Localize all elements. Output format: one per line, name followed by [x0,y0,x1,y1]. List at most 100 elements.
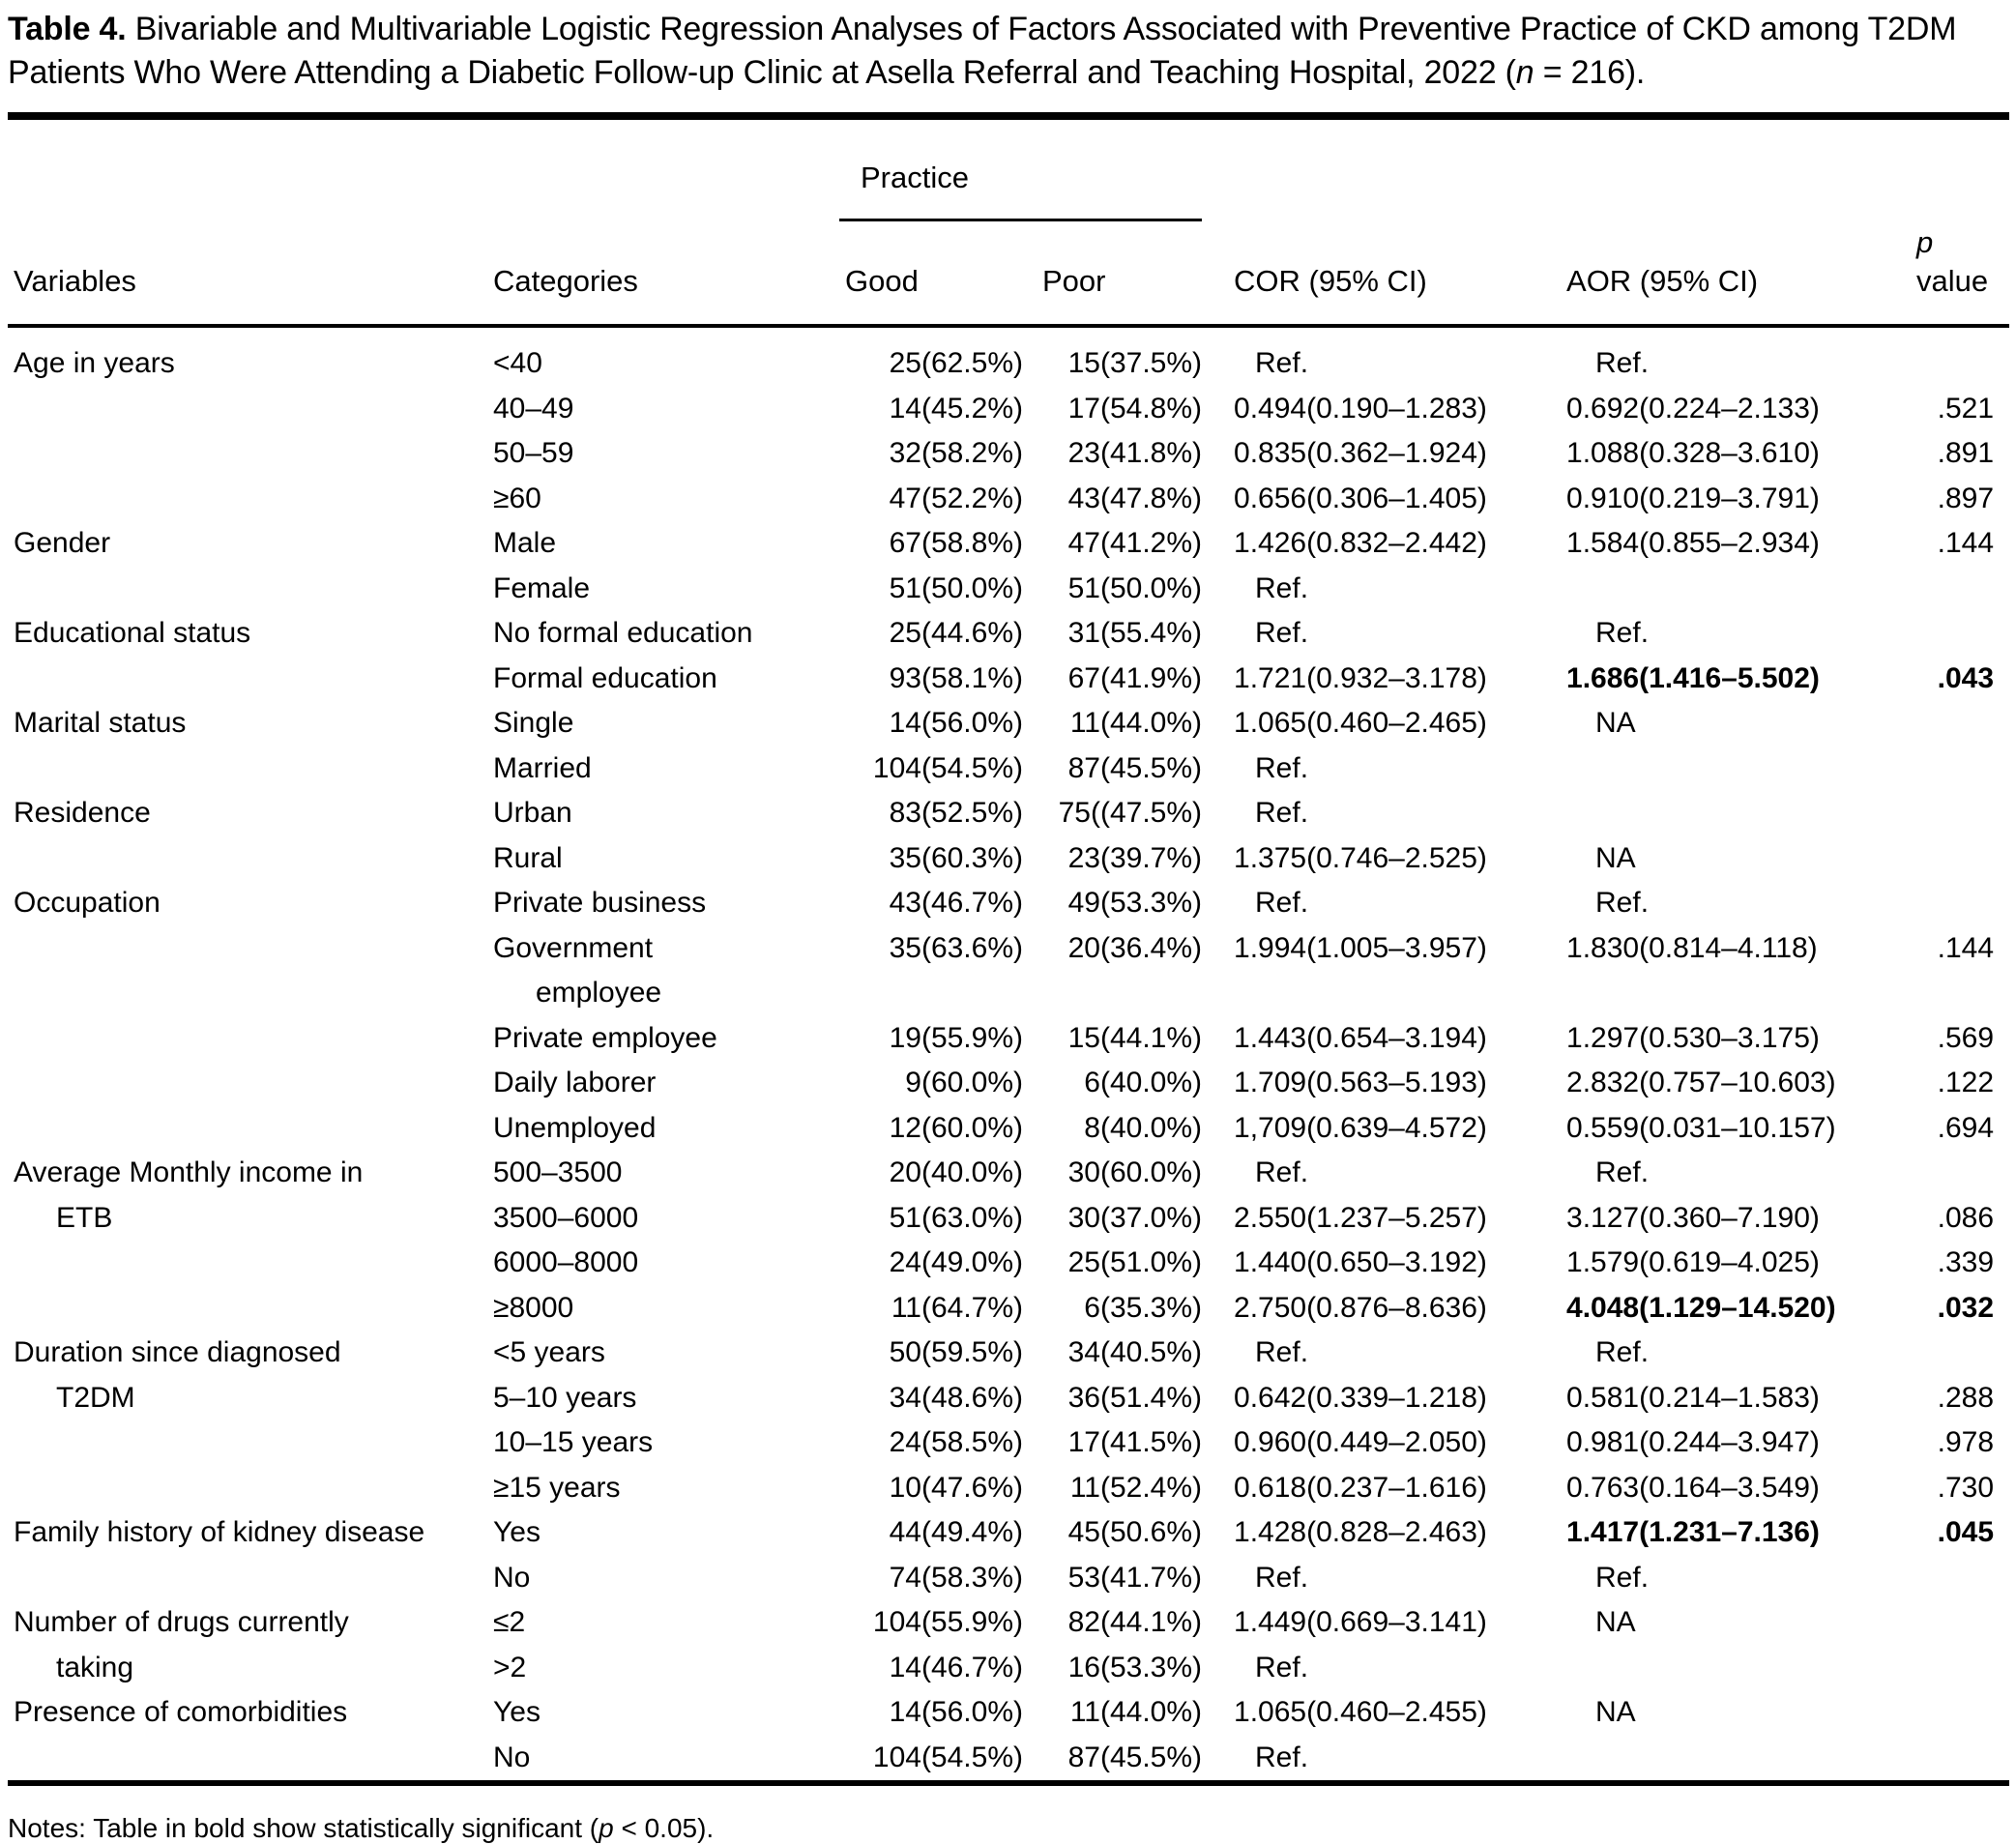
cell-aor: 0.581(0.214–1.583) [1566,1381,1820,1414]
cell-variable [8,971,491,1016]
cell-good: 12(60.0%) [889,1111,1023,1144]
p-italic: p [1916,225,1934,259]
cell-cor: 0.960(0.449–2.050) [1234,1426,1487,1458]
cell-cor: 1.375(0.746–2.525) [1234,841,1487,874]
cell-variable [8,1241,491,1286]
cell-variable [8,1106,491,1152]
cell-poor: 82(44.1%) [1067,1606,1203,1638]
cell-category: <5 years [493,1336,605,1368]
cell-p [1903,611,2009,657]
table-row: Unemployed 12(60.0%) 8(40.0%) 1,709(0.639–4… [8,1106,2009,1152]
cell-variable: Presence of comorbidities [14,1696,348,1728]
cell-category: ≥8000 [493,1291,574,1324]
cell-aor: 2.832(0.757–10.603) [1566,1067,1836,1098]
cell-poor: 15(44.1%) [1067,1021,1203,1054]
cell-cor: 0.835(0.362–1.924) [1234,437,1487,469]
cell-cor: 1.065(0.460–2.455) [1234,1696,1487,1728]
cell-poor: 75((47.5%) [1058,797,1203,829]
header-cor: COR (95% CI) [1202,220,1556,328]
cell-cor: 2.750(0.876–8.636) [1234,1291,1487,1324]
cell-poor: 15(37.5%) [1067,347,1203,379]
cell-cor: Ref. [1255,347,1309,379]
cell-variable [8,1466,491,1511]
cell-poor: 49(53.3%) [1067,887,1203,919]
table-row: Marital status Single 14(56.0%) 11(44.0%) 1.… [8,701,2009,746]
table-title: Table 4. Bivariable and Multivariable Lo… [8,8,2009,95]
cell-good: 14(56.0%) [889,707,1023,739]
table-header: Practice p value Variables Categories Goo… [8,116,2010,328]
header-good: Good [839,220,1023,328]
cell-aor: 0.763(0.164–3.549) [1566,1471,1820,1504]
group-header-spacer [1202,116,1903,220]
cell-p: .032 [1937,1291,1995,1324]
table-row: Residence Urban 83(52.5%) 75((47.5%) Ref. [8,791,2009,836]
cell-cor: Ref. [1255,1156,1309,1188]
cell-p [1903,1600,2009,1646]
cell-aor: 0.559(0.031–10.157) [1566,1111,1836,1144]
cell-variable [8,836,491,882]
cell-category: Single [493,707,574,739]
regression-table: Practice p value Variables Categories Goo… [8,112,2010,1786]
cell-good: 14(56.0%) [889,1696,1023,1728]
table-row: 6000–8000 24(49.0%) 25(51.0%) 1.440(0.650–3… [8,1241,2009,1286]
cell-category: >2 [493,1651,527,1683]
cell-cor: Ref. [1255,887,1309,919]
table-row: No 74(58.3%) 53(41.7%) Ref. Ref. [8,1556,2009,1601]
cell-p [1903,701,2009,746]
table-row: Formal education 93(58.1%) 67(41.9%) 1.721(… [8,657,2009,702]
cell-variable [8,1736,491,1784]
cell-poor: 11(44.0%) [1069,1696,1203,1728]
cell-p: .339 [1937,1246,1995,1278]
table-title-text: Bivariable and Multivariable Logistic Re… [8,11,1957,91]
cell-poor: 23(39.7%) [1067,841,1203,874]
cell-aor: NA [1595,707,1636,739]
cell-poor: 17(54.8%) [1067,392,1203,424]
cell-category: 5–10 years [493,1381,637,1414]
cell-cor: 1.428(0.828–2.463) [1234,1516,1487,1548]
column-header-row: Variables Categories Good Poor COR (95% … [8,220,2009,328]
cell-variable [8,1556,491,1601]
cell-variable [8,387,491,432]
table-row: Daily laborer 9(60.0%) 6(40.0%) 1.709(0.563… [8,1061,2009,1106]
cell-poor: 30(60.0%) [1067,1156,1203,1188]
cell-cor: Ref. [1255,617,1309,649]
table-row: Family history of kidney disease Yes 44(49… [8,1510,2009,1556]
cell-p: .694 [1937,1111,1995,1144]
cell-good: 24(49.0%) [889,1246,1023,1278]
cell-p: .043 [1937,661,1995,694]
cell-good: 34(48.6%) [889,1381,1023,1414]
cell-category: Female [493,571,591,604]
cell-aor: 4.048(1.129–14.520) [1566,1291,1836,1324]
table-notes: Notes: Table in bold show statistically … [8,1813,2016,1844]
cell-variable: Number of drugs currently [14,1606,349,1638]
cell-aor: 3.127(0.360–7.190) [1566,1201,1820,1234]
cell-good: 67(58.8%) [889,527,1023,559]
cell-poor: 30(37.0%) [1067,1201,1203,1234]
cell-p: .569 [1937,1021,1995,1054]
cell-poor: 45(50.6%) [1067,1516,1203,1548]
cell-category: Rural [493,841,563,874]
cell-poor: 34(40.5%) [1067,1336,1203,1368]
cell-aor: 0.981(0.244–3.947) [1566,1426,1820,1458]
notes-p-italic: p [599,1813,614,1843]
cell-variable: Duration since diagnosed [14,1336,341,1368]
group-header-spacer [8,116,839,220]
cell-category: Private employee [493,1021,717,1054]
cell-category: 40–49 [493,392,574,424]
table-row: T2DM 5–10 years 34(48.6%) 36(51.4%) 0.642(0.… [8,1376,2009,1421]
cell-category: No formal education [493,617,753,649]
cell-poor: 11(52.4%) [1069,1471,1203,1504]
cell-good: 104(54.5%) [872,751,1023,784]
cell-aor: NA [1595,841,1636,874]
cell-variable: ETB [56,1201,113,1234]
table-row: Gender Male 67(58.8%) 47(41.2%) 1.426(0.832–… [8,521,2009,567]
cell-poor: 36(51.4%) [1067,1381,1203,1414]
cell-aor [1555,971,1903,1016]
cell-good: 104(55.9%) [872,1606,1023,1638]
cell-poor: 31(55.4%) [1067,617,1203,649]
cell-aor: Ref. [1595,1336,1650,1368]
cell-cor: Ref. [1255,1651,1309,1683]
cell-aor: NA [1595,1606,1636,1638]
cell-category: Government [493,931,654,964]
